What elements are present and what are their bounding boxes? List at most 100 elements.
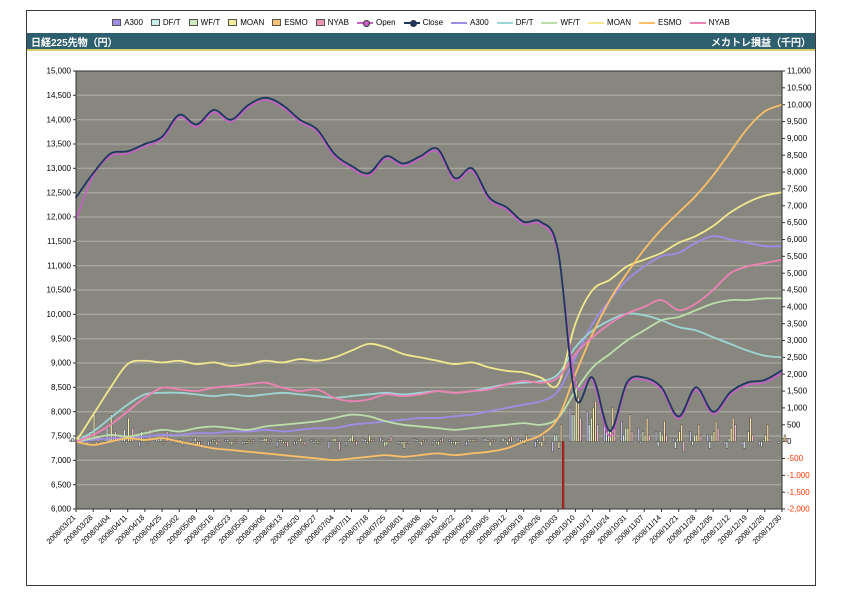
bars-esmo bbox=[95, 397, 787, 446]
svg-text:1,000: 1,000 bbox=[787, 404, 808, 413]
chart-frame: A300 DF/T WF/T MOAN ESMO NYAB Open Close A300 DF/… bbox=[26, 10, 816, 586]
bars-nyab bbox=[79, 417, 789, 510]
legend-line-icon bbox=[403, 19, 420, 27]
legend-label: NYAB bbox=[708, 18, 730, 27]
line-moan bbox=[75, 191, 783, 443]
legend-item-esmo-bar: ESMO bbox=[272, 18, 308, 27]
legend-item-wft-line: WF/T bbox=[541, 18, 580, 27]
legend-line-icon bbox=[451, 19, 468, 27]
bars-wft bbox=[73, 414, 765, 447]
svg-text:0: 0 bbox=[787, 437, 792, 446]
svg-text:8,500: 8,500 bbox=[51, 383, 72, 392]
svg-text:9,500: 9,500 bbox=[787, 117, 808, 126]
svg-text:4,500: 4,500 bbox=[787, 286, 808, 295]
svg-text:11,000: 11,000 bbox=[47, 261, 71, 270]
legend-item-moan-line: MOAN bbox=[588, 18, 631, 27]
svg-text:12,000: 12,000 bbox=[47, 213, 72, 222]
svg-text:10,500: 10,500 bbox=[787, 83, 812, 92]
left-axis-labels: 6,000 6,500 7,000 7,500 8,000 8,500 9,000 9,500… bbox=[47, 67, 76, 514]
legend-item-a300-bar: A300 bbox=[112, 18, 143, 27]
legend-swatch-icon bbox=[272, 19, 282, 26]
line-esmo bbox=[75, 103, 783, 462]
legend-label: WF/T bbox=[560, 18, 581, 27]
combo-chart-canvas: 6,000 6,500 7,000 7,500 8,000 8,500 9,000 9,500… bbox=[45, 67, 813, 546]
svg-text:5,500: 5,500 bbox=[787, 252, 808, 261]
svg-text:6,000: 6,000 bbox=[787, 235, 808, 244]
svg-text:2,500: 2,500 bbox=[787, 353, 808, 362]
svg-text:9,000: 9,000 bbox=[787, 134, 808, 143]
svg-text:10,500: 10,500 bbox=[47, 286, 72, 295]
legend-item-nyab-line: NYAB bbox=[689, 18, 730, 27]
svg-text:8,000: 8,000 bbox=[51, 407, 72, 416]
svg-text:1,500: 1,500 bbox=[787, 387, 808, 396]
svg-text:15,000: 15,000 bbox=[47, 67, 72, 76]
legend-line-icon bbox=[496, 19, 513, 27]
svg-text:7,500: 7,500 bbox=[787, 185, 808, 194]
price-lines bbox=[75, 96, 783, 437]
bars-moan bbox=[75, 380, 784, 449]
legend-label: WF/T bbox=[200, 18, 221, 27]
legend-line-icon bbox=[689, 19, 706, 27]
legend-label: MOAN bbox=[240, 18, 265, 27]
svg-text:10,000: 10,000 bbox=[787, 100, 812, 109]
svg-text:8,000: 8,000 bbox=[787, 168, 808, 177]
legend-label: ESMO bbox=[658, 18, 682, 27]
svg-text:12,500: 12,500 bbox=[47, 188, 72, 197]
legend-item-open-line: Open bbox=[356, 18, 396, 27]
svg-text:13,500: 13,500 bbox=[47, 140, 72, 149]
svg-text:9,000: 9,000 bbox=[51, 359, 72, 368]
svg-text:9,500: 9,500 bbox=[51, 334, 72, 343]
legend-swatch-icon bbox=[112, 19, 122, 26]
svg-text:6,000: 6,000 bbox=[51, 505, 72, 514]
x-axis-labels: 2008/03/212008/03/282008/04/042008/04/11… bbox=[45, 509, 783, 546]
legend-item-dft-bar: DF/T bbox=[150, 18, 181, 27]
legend-line-icon bbox=[639, 19, 656, 27]
legend-line-icon bbox=[588, 19, 605, 27]
line-a300 bbox=[75, 235, 783, 443]
legend-item-wft-bar: WF/T bbox=[188, 18, 221, 27]
legend-item-a300-line: A300 bbox=[451, 18, 489, 27]
legend-swatch-icon bbox=[188, 19, 198, 26]
left-axis-title: 日経225先物（円） bbox=[31, 37, 118, 49]
svg-text:11,500: 11,500 bbox=[47, 237, 71, 246]
legend-item-moan-bar: MOAN bbox=[228, 18, 264, 27]
legend-item-esmo-line: ESMO bbox=[639, 18, 682, 27]
legend-swatch-icon bbox=[150, 19, 160, 26]
legend-line-icon bbox=[356, 19, 373, 27]
line-wft bbox=[75, 297, 783, 443]
plot-border bbox=[75, 70, 783, 510]
svg-text:7,500: 7,500 bbox=[51, 432, 72, 441]
axis-title-strip: 日経225先物（円） メカトレ損益（千円） bbox=[27, 33, 815, 51]
legend-item-close-line: Close bbox=[403, 18, 444, 27]
svg-text:7,000: 7,000 bbox=[51, 456, 72, 465]
equity-lines bbox=[75, 103, 783, 462]
svg-text:500: 500 bbox=[787, 420, 801, 429]
legend-label: A300 bbox=[470, 18, 489, 27]
legend-label: A300 bbox=[124, 18, 143, 27]
legend-label: NYAB bbox=[327, 18, 349, 27]
bars-a300 bbox=[69, 407, 761, 452]
svg-text:7,000: 7,000 bbox=[787, 201, 808, 210]
pnl-bars bbox=[69, 380, 789, 510]
legend-label: ESMO bbox=[284, 18, 308, 27]
legend-item-dft-line: DF/T bbox=[496, 18, 534, 27]
svg-text:3,000: 3,000 bbox=[787, 336, 808, 345]
line-nyab bbox=[75, 258, 783, 443]
legend-label: MOAN bbox=[607, 18, 632, 27]
svg-text:3,500: 3,500 bbox=[787, 319, 808, 328]
svg-text:-500: -500 bbox=[787, 454, 804, 463]
svg-text:6,500: 6,500 bbox=[51, 480, 72, 489]
svg-text:4,000: 4,000 bbox=[787, 302, 808, 311]
svg-text:-1,000: -1,000 bbox=[787, 471, 810, 480]
legend-line-icon bbox=[541, 19, 558, 27]
svg-text:-1,500: -1,500 bbox=[787, 488, 810, 497]
svg-text:8,500: 8,500 bbox=[787, 151, 808, 160]
svg-text:6,500: 6,500 bbox=[787, 218, 808, 227]
legend-label: Close bbox=[422, 18, 444, 27]
svg-text:10,000: 10,000 bbox=[47, 310, 72, 319]
right-axis-labels: -2,000 -1,500 -1,000 -500 0 500 1,000 1,500 2,00… bbox=[782, 67, 812, 514]
legend-label: DF/T bbox=[162, 18, 181, 27]
svg-text:14,000: 14,000 bbox=[47, 115, 72, 124]
legend-label: DF/T bbox=[515, 18, 534, 27]
